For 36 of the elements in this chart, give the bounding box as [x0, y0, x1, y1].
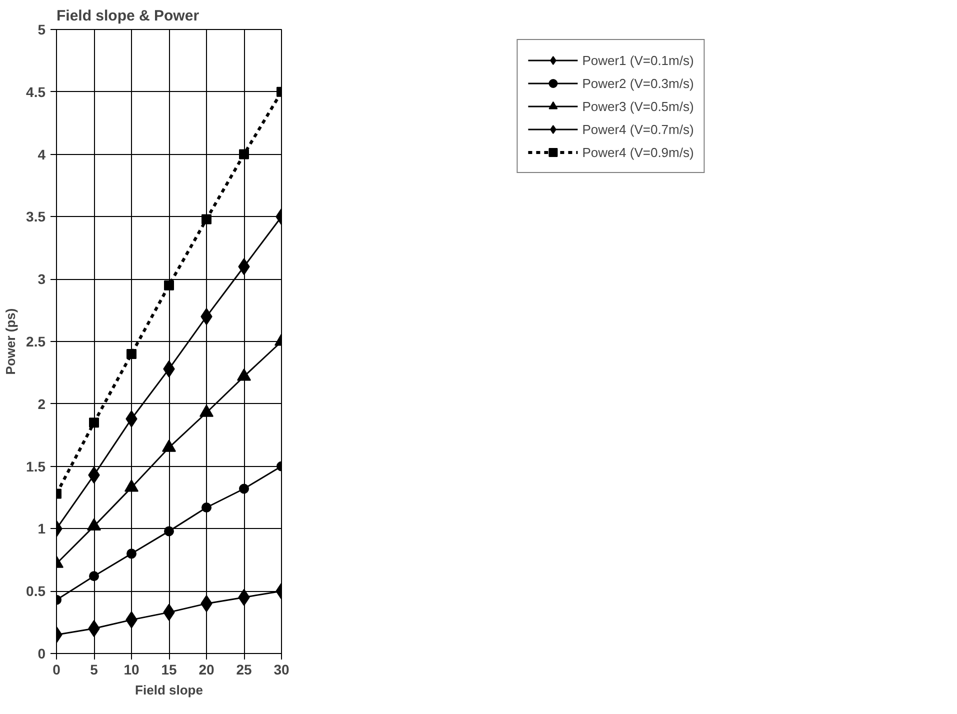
chart-title: Field slope & Power: [56, 8, 200, 24]
y-tick-label: 4: [38, 146, 46, 162]
point: [202, 214, 212, 224]
point: [164, 280, 174, 290]
point: [239, 484, 249, 494]
point: [89, 571, 99, 582]
x-tick-label: 30: [274, 662, 290, 678]
x-axis-title: Field slope: [135, 682, 203, 698]
y-tick-label: 0: [38, 646, 46, 662]
y-tick-label: 2: [38, 396, 46, 412]
x-tick-label: 25: [236, 662, 252, 678]
y-tick-label: 0.5: [26, 583, 46, 600]
legend-label: Power3 (V=0.5m/s): [582, 98, 694, 114]
y-tick-label: 3.5: [26, 208, 46, 225]
x-tick-label: 0: [52, 662, 61, 678]
y-tick-label: 2.5: [26, 334, 46, 350]
y-tick-label: 3: [38, 271, 46, 288]
point: [239, 149, 249, 160]
y-axis-title: Power (ps): [3, 308, 18, 375]
point: [89, 418, 99, 428]
y-tick-label: 1: [38, 520, 46, 537]
y-tick-label: 5: [38, 22, 46, 38]
point: [164, 526, 174, 536]
x-tick-label: 15: [161, 662, 177, 678]
legend-label: Power2 (V=0.3m/s): [582, 76, 694, 90]
x-tick-label: 20: [198, 662, 214, 678]
x-tick-label: 10: [124, 662, 140, 678]
legend-label: Power4 (V=0.9m/s): [582, 144, 694, 160]
legend-label: Power4 (V=0.7m/s): [582, 122, 694, 136]
y-tick-label: 4.5: [26, 84, 46, 100]
x-tick-label: 5: [90, 662, 98, 678]
point: [126, 548, 136, 559]
point: [126, 348, 136, 359]
legend-label: Power1 (V=0.1m/s): [582, 52, 694, 68]
y-tick-label: 1.5: [26, 458, 46, 474]
point: [202, 502, 212, 512]
